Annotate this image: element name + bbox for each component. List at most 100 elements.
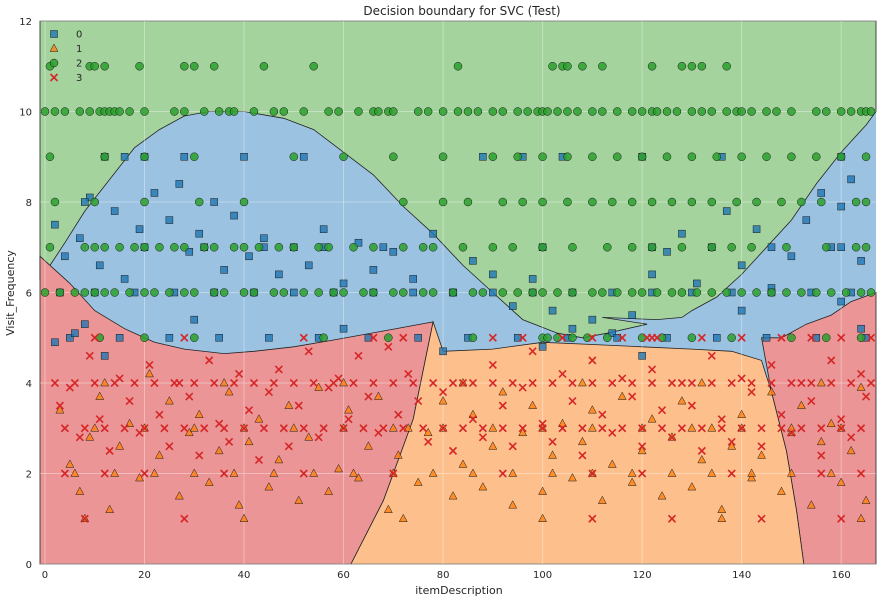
marker-stroke [100, 469, 109, 478]
point-class-2 [239, 243, 249, 252]
point-class-3 [827, 356, 836, 365]
point-class-3 [548, 378, 557, 388]
point-class-3 [95, 415, 104, 424]
point-class-3 [294, 401, 303, 410]
point-class-2 [627, 243, 637, 252]
marker-stroke [528, 378, 537, 388]
point-class-2 [239, 197, 249, 207]
y-axis-ticks: 0 2 4 6 8 10 12 [19, 17, 32, 571]
point-class-1 [150, 468, 159, 477]
point-class-3 [548, 437, 557, 446]
marker-stroke [737, 424, 746, 433]
point-class-3 [588, 333, 597, 342]
marker-stroke [518, 333, 527, 342]
point-class-1 [468, 409, 478, 418]
point-class-1 [856, 382, 866, 391]
point-class-0 [528, 275, 537, 283]
point-class-2 [752, 197, 761, 207]
point-class-1 [239, 513, 249, 522]
marker-stroke [424, 437, 433, 446]
point-class-1 [349, 468, 358, 477]
point-class-0 [608, 329, 617, 337]
point-class-3 [767, 378, 776, 388]
point-class-3 [638, 424, 647, 433]
point-class-1 [294, 495, 304, 504]
point-class-0 [260, 234, 268, 242]
point-class-2 [612, 152, 622, 161]
marker-stroke [757, 514, 766, 523]
point-class-2 [812, 107, 821, 116]
point-class-1 [587, 423, 597, 432]
point-class-2 [269, 288, 279, 297]
point-class-1 [145, 368, 154, 378]
marker-stroke [757, 424, 766, 433]
point-class-0 [339, 324, 348, 333]
point-class-2 [339, 288, 348, 297]
point-class-2 [812, 288, 821, 297]
point-class-3 [757, 424, 766, 433]
point-class-3 [827, 378, 836, 388]
legend-marker-2 [49, 58, 59, 68]
legend-marker-0 [50, 30, 58, 38]
point-class-2 [199, 107, 209, 116]
marker-stroke [130, 378, 139, 388]
point-class-2 [498, 288, 508, 297]
marker-stroke [478, 433, 487, 442]
point-class-3 [289, 378, 298, 388]
point-class-2 [473, 107, 483, 116]
point-class-2 [40, 107, 50, 116]
point-class-2 [603, 333, 612, 342]
marker-stroke [817, 451, 826, 460]
point-class-3 [180, 424, 189, 433]
point-class-2 [573, 107, 582, 116]
point-class-2 [821, 333, 831, 342]
point-class-3 [488, 378, 497, 388]
point-class-2 [861, 152, 871, 161]
point-class-3 [528, 378, 537, 388]
point-class-1 [498, 387, 508, 396]
point-class-2 [418, 288, 428, 297]
point-class-3 [384, 342, 393, 351]
point-class-1 [85, 432, 95, 441]
point-class-3 [180, 333, 189, 342]
point-class-1 [786, 423, 796, 432]
marker-stroke [568, 378, 577, 388]
point-class-1 [707, 468, 717, 477]
point-class-2 [314, 243, 323, 252]
marker-stroke [857, 369, 866, 379]
point-class-3 [269, 378, 278, 388]
marker-stroke [249, 378, 259, 388]
marker-stroke [244, 406, 254, 415]
point-class-3 [817, 451, 826, 460]
point-class-2 [498, 197, 508, 207]
marker-stroke [797, 378, 806, 388]
point-class-0 [857, 324, 865, 333]
point-class-3 [518, 333, 527, 342]
point-class-2 [125, 288, 134, 297]
chart-title: Decision boundary for SVC (Test) [363, 4, 560, 18]
point-class-3 [857, 424, 866, 433]
point-class-3 [608, 378, 617, 388]
x-axis-ticks: 0 20 40 60 80 100 120 140 160 [42, 570, 851, 581]
marker-stroke [767, 360, 776, 369]
point-class-1 [438, 396, 448, 405]
point-class-1 [687, 482, 697, 491]
marker-stroke [548, 378, 557, 388]
point-class-2 [369, 243, 378, 252]
point-class-2 [722, 288, 731, 297]
marker-stroke [468, 378, 477, 388]
marker-stroke [757, 442, 766, 451]
marker-stroke [787, 428, 796, 437]
marker-stroke [468, 415, 477, 424]
point-class-3 [558, 424, 567, 433]
point-class-1 [846, 445, 856, 455]
point-class-2 [861, 197, 871, 207]
marker-stroke [827, 356, 836, 365]
point-class-3 [618, 424, 627, 433]
point-class-0 [210, 198, 218, 206]
point-class-3 [389, 378, 398, 388]
point-class-3 [638, 442, 647, 451]
y-tick-label: 12 [19, 17, 32, 28]
marker-stroke [259, 424, 268, 433]
point-class-2 [647, 243, 657, 252]
